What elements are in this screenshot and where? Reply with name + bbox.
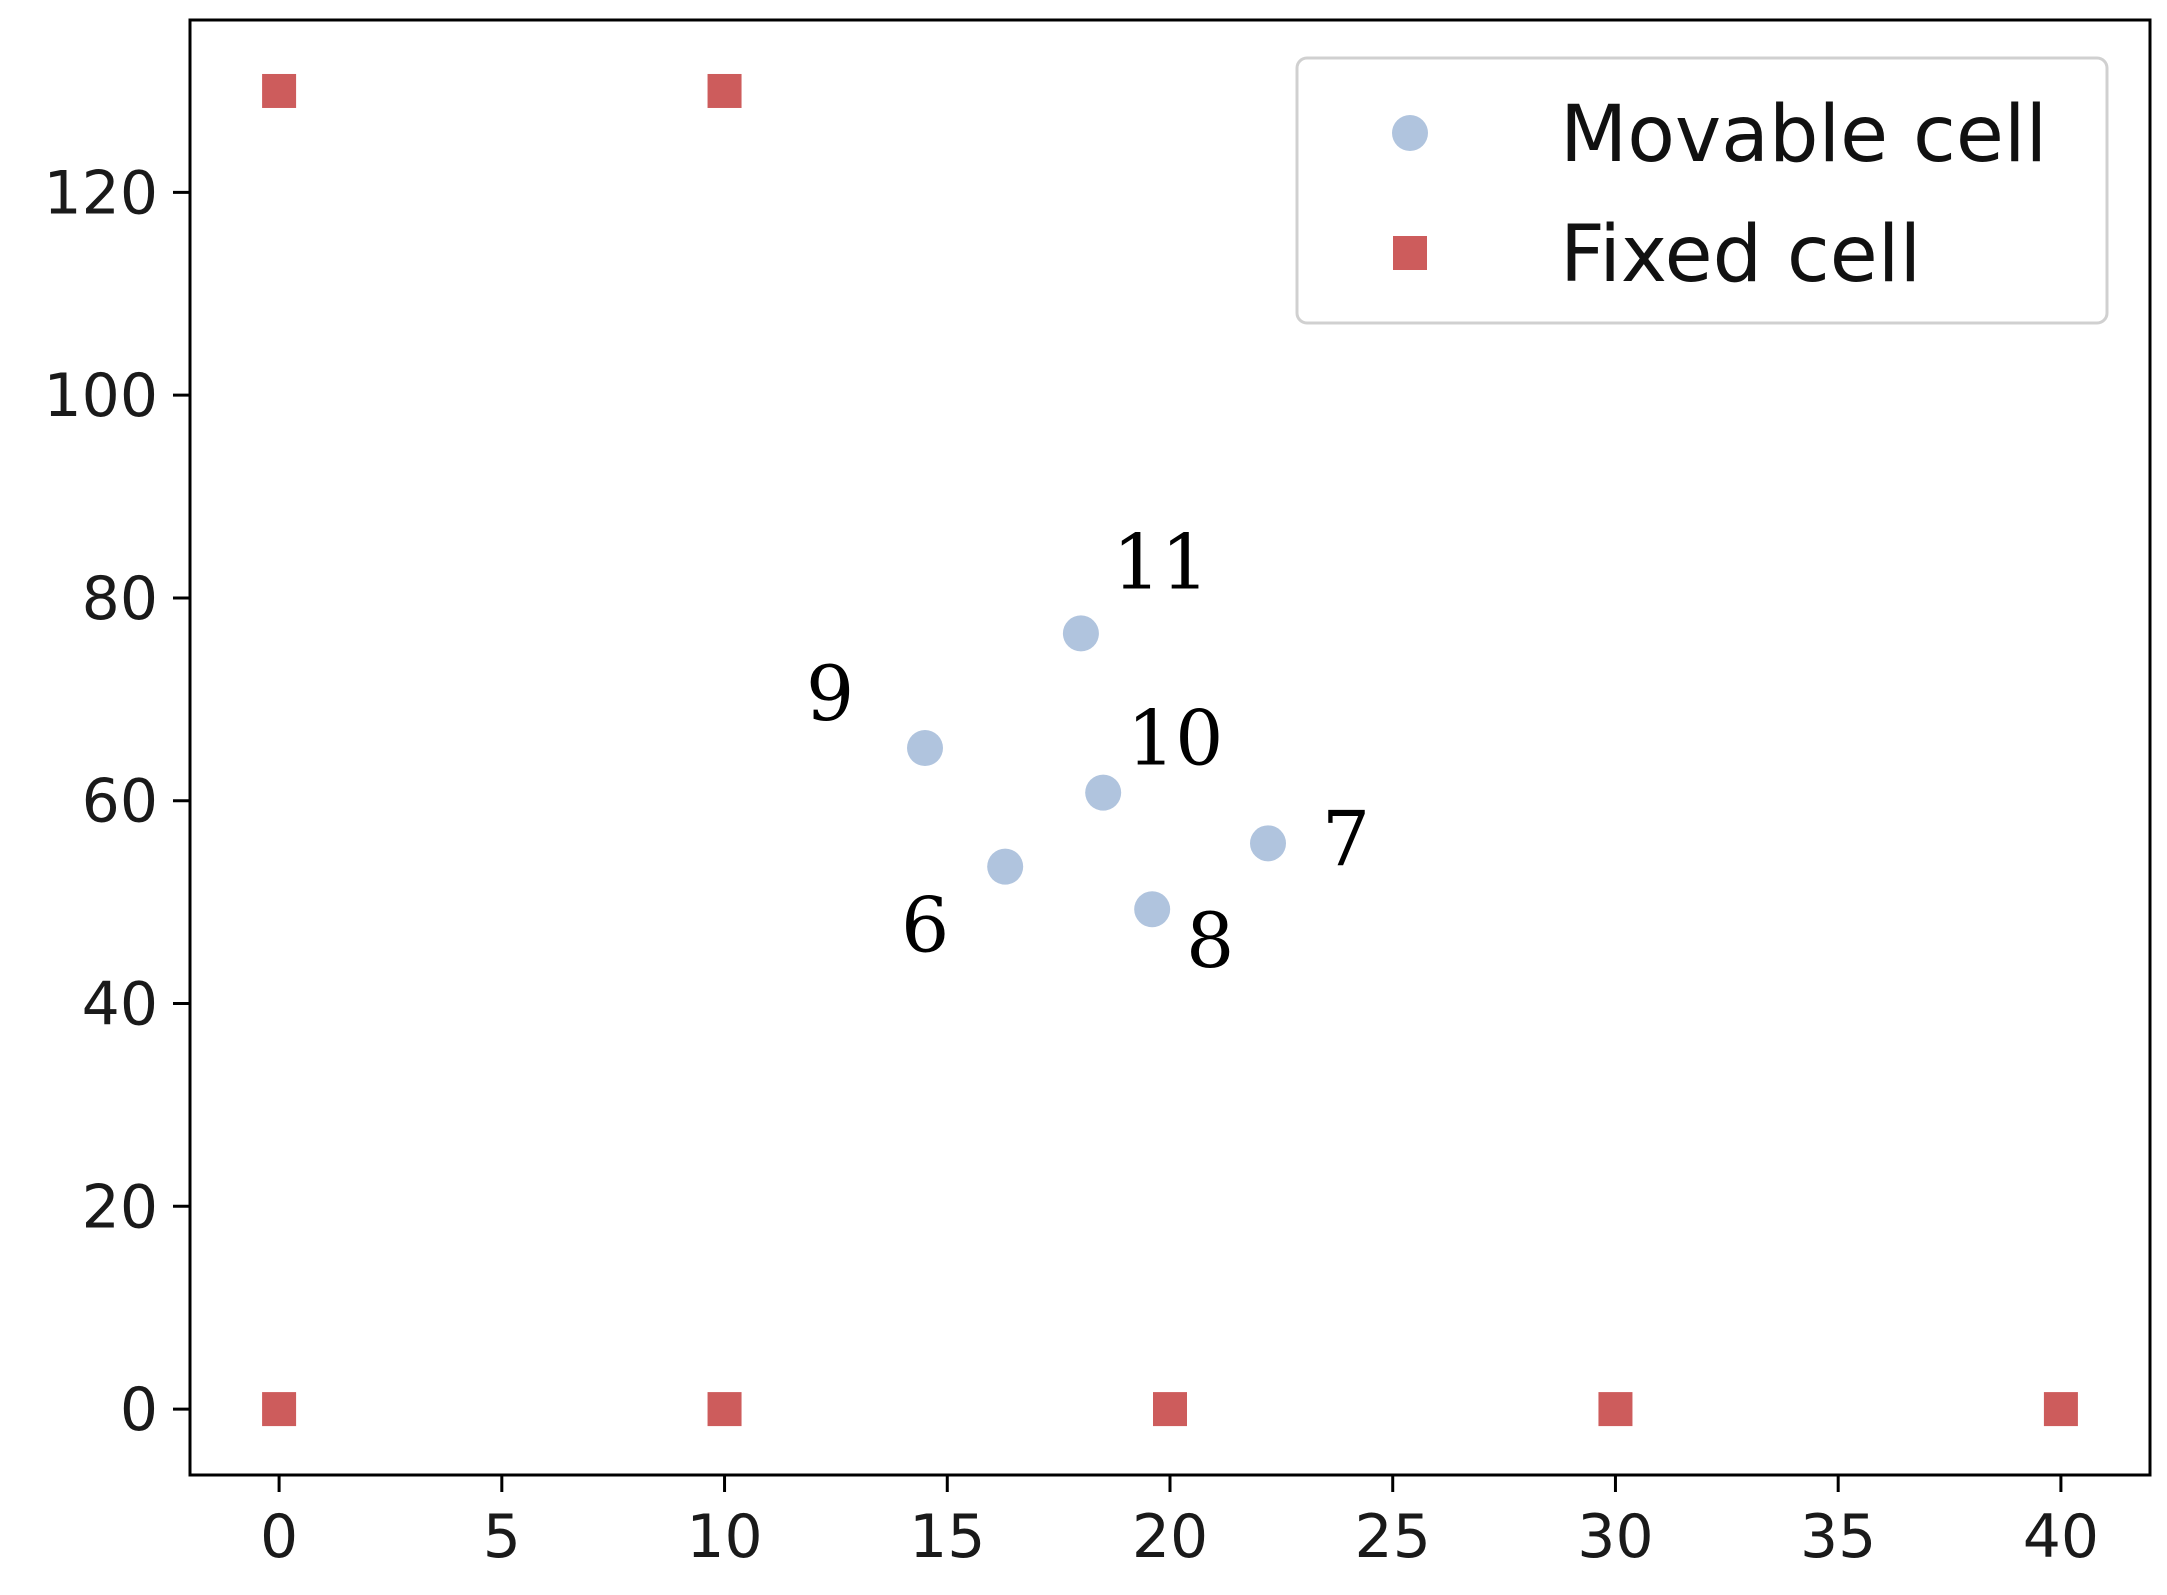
legend-square-marker — [1393, 236, 1427, 270]
y-tick-label: 120 — [43, 158, 158, 228]
y-tick-label: 60 — [82, 767, 158, 837]
y-tick-label: 100 — [43, 361, 158, 431]
fixed-cell-point — [1153, 1392, 1187, 1427]
point-label: 9 — [806, 649, 854, 738]
legend-label: Movable cell — [1560, 90, 2047, 180]
y-tick-label: 20 — [82, 1172, 158, 1242]
x-tick-label: 0 — [260, 1502, 298, 1572]
x-tick-label: 15 — [909, 1502, 985, 1572]
fixed-cell-point — [262, 73, 297, 108]
x-tick-label: 10 — [686, 1502, 762, 1572]
fixed-cell-point — [707, 73, 742, 108]
x-tick-label: 30 — [1577, 1502, 1653, 1572]
legend-label: Fixed cell — [1560, 210, 1921, 300]
movable-cell-point — [1134, 891, 1171, 928]
movable-cell-point — [907, 730, 943, 767]
fixed-cell-point — [262, 1392, 297, 1427]
fixed-cell-point — [2043, 1392, 2078, 1427]
point-label: 11 — [1113, 517, 1210, 606]
y-tick-label: 0 — [120, 1375, 158, 1445]
fixed-cell-point — [1598, 1392, 1633, 1427]
legend: Movable cell Fixed cell — [1295, 56, 2109, 325]
x-tick-label: 35 — [1800, 1502, 1876, 1572]
legend-circle-marker — [1392, 115, 1428, 151]
point-label: 10 — [1127, 694, 1224, 783]
y-axis: 0 20 40 60 80 100 120 — [43, 158, 190, 1445]
y-tick-label: 40 — [82, 970, 158, 1040]
fixed-cell-point — [707, 1392, 742, 1427]
y-tick-label: 80 — [82, 564, 158, 634]
movable-cell-point — [1085, 774, 1122, 811]
point-label: 7 — [1322, 794, 1370, 883]
legend-box — [1295, 56, 2109, 325]
x-tick-label: 40 — [2023, 1502, 2099, 1572]
x-tick-label: 5 — [483, 1502, 521, 1572]
movable-cell-point — [987, 848, 1024, 885]
movable-cell-point — [1250, 825, 1286, 862]
x-axis: 0 5 10 15 20 25 30 35 40 — [260, 1475, 2099, 1572]
point-label: 6 — [901, 881, 949, 970]
data-marks — [262, 73, 2078, 1427]
point-label: 8 — [1186, 896, 1234, 985]
x-tick-label: 20 — [1132, 1502, 1208, 1572]
point-labels: 6 78 9 10 11 — [806, 517, 1370, 985]
x-tick-label: 25 — [1355, 1502, 1431, 1572]
movable-cell-point — [1062, 615, 1099, 652]
